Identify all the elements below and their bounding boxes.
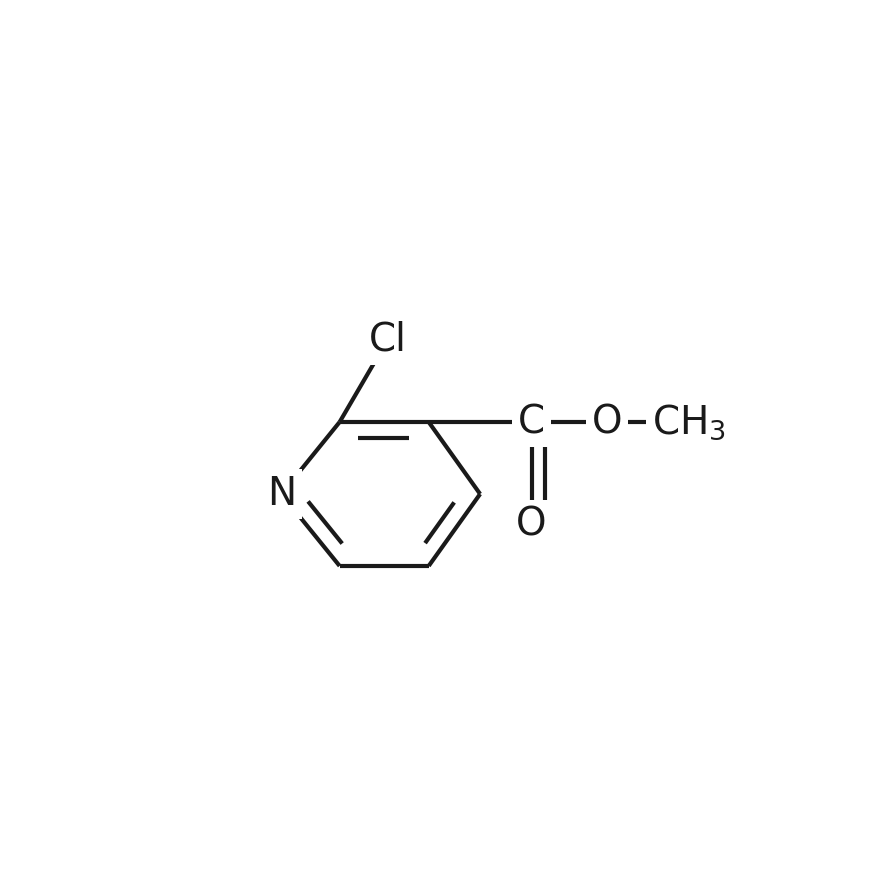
- Text: Cl: Cl: [368, 320, 407, 359]
- Text: O: O: [592, 403, 622, 441]
- Text: C: C: [518, 403, 545, 441]
- Text: O: O: [516, 506, 546, 544]
- Text: N: N: [267, 475, 296, 513]
- Text: CH$_3$: CH$_3$: [652, 402, 726, 441]
